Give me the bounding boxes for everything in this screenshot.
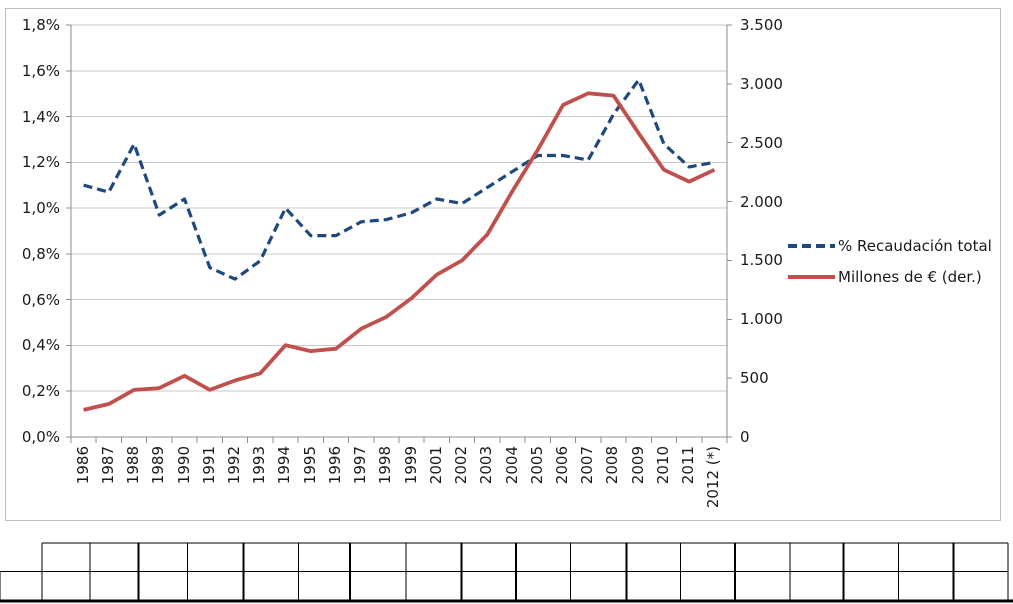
series-line-0	[83, 78, 715, 281]
legend-dashed-line-sample	[788, 244, 835, 248]
chart-legend: % Recaudación total Millones de € (der.)	[788, 236, 992, 298]
legend-label-recaudacion: % Recaudación total	[838, 237, 992, 255]
chart-frame	[5, 8, 1001, 521]
legend-item-millones: Millones de € (der.)	[788, 267, 992, 287]
legend-solid-line-sample	[788, 275, 835, 279]
legend-label-millones: Millones de € (der.)	[838, 268, 982, 286]
series-line-1	[83, 91, 716, 412]
legend-item-recaudacion: % Recaudación total	[788, 236, 992, 256]
